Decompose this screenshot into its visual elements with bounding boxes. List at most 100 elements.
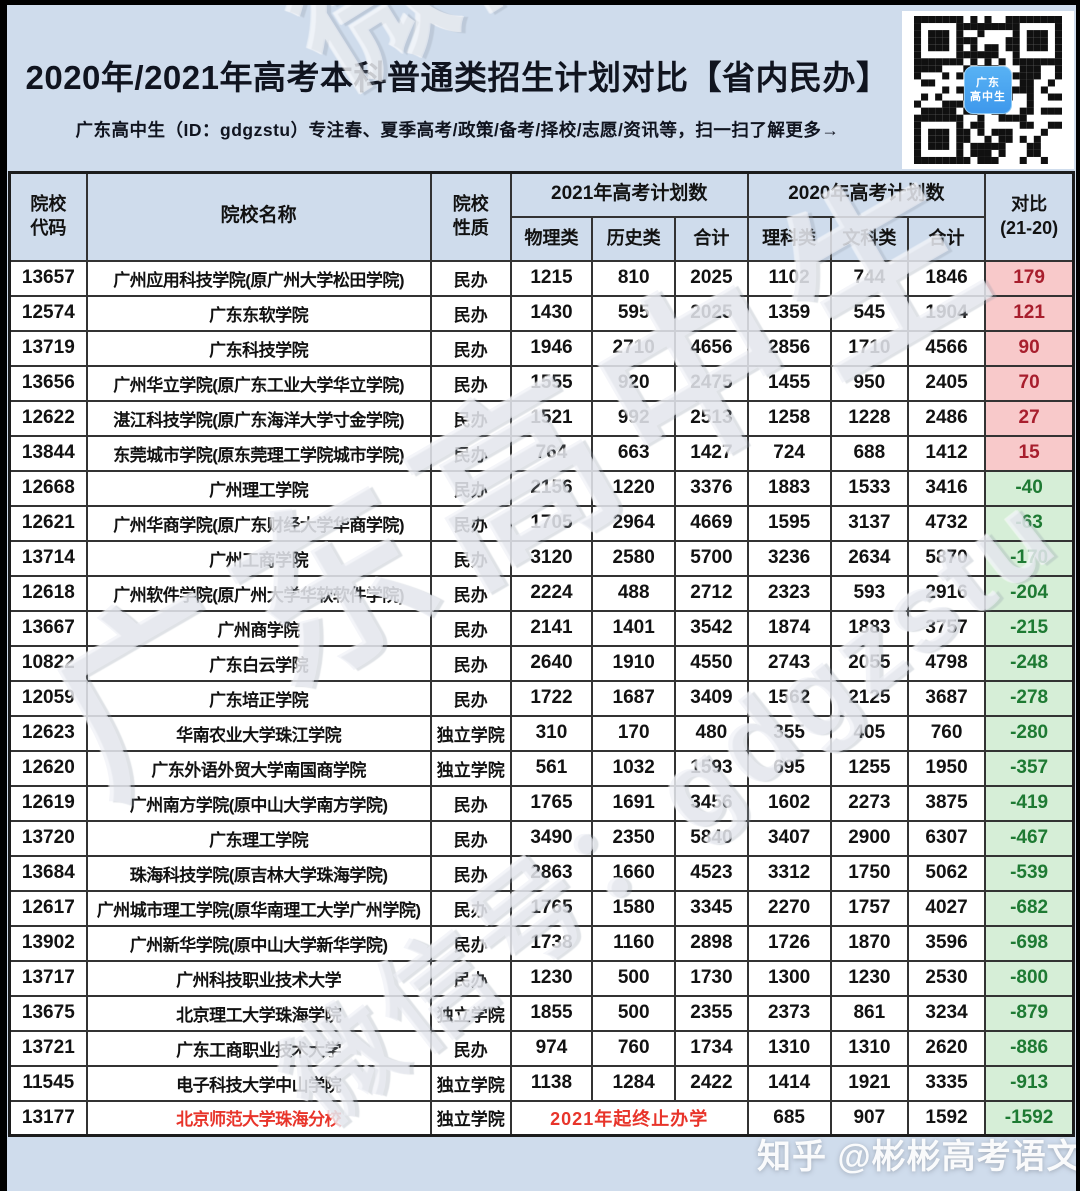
table-row: 12618 广州软件学院(原广州大学华软软件学院) 民办 2224 488 2712 232…	[8, 574, 1075, 612]
plan-2021-value-cell: 2224	[509, 574, 594, 612]
diff-value-cell: -278	[984, 679, 1075, 717]
qr-logo-line2: 高中生	[970, 91, 1006, 103]
college-code-cell: 13667	[8, 609, 88, 647]
plan-2021-value-cell: 2712	[674, 574, 749, 612]
plan-2020-value-cell: 744	[829, 259, 909, 297]
plan-2020-value-cell: 3234	[906, 994, 987, 1032]
college-name-cell: 广州应用科技学院(原广州大学松田学院)	[85, 259, 432, 297]
diff-value-cell: -467	[984, 819, 1075, 857]
plan-2020-value-cell: 1255	[829, 749, 909, 787]
table-row: 13844 东莞城市学院(原东莞理工学院城市学院) 民办 764 663 1427 724 6…	[8, 434, 1075, 472]
college-code-cell: 13656	[8, 364, 88, 402]
plan-2020-value-cell: 2405	[906, 364, 987, 402]
college-code-cell: 12617	[8, 889, 88, 927]
plan-2020-value-cell: 2900	[829, 819, 909, 857]
plan-2021-value-cell: 595	[591, 294, 677, 332]
plan-2020-value-cell: 1300	[746, 959, 832, 997]
plan-2021-value-cell: 2141	[509, 609, 594, 647]
college-nature-cell: 独立学院	[429, 1064, 512, 1102]
plan-2021-value-cell: 170	[591, 714, 677, 752]
title-block: 2020年/2021年高考本科普通类招生计划对比【省内民办】 广东高中生（ID：…	[13, 9, 902, 171]
plan-2020-value-cell: 1883	[829, 609, 909, 647]
plan-2020-value-cell: 4732	[906, 504, 987, 542]
plan-2021-value-cell: 310	[509, 714, 594, 752]
plan-2021-value-cell: 1521	[509, 399, 594, 437]
college-code-cell: 12621	[8, 504, 88, 542]
diff-value-cell: -886	[984, 1029, 1075, 1067]
college-nature-cell: 民办	[429, 679, 512, 717]
plan-2021-value-cell: 2580	[591, 539, 677, 577]
table-row: 12668 广州理工学院 民办 2156 1220 3376 1883 1533 3416 -40	[8, 469, 1075, 507]
plan-2021-value-cell: 5700	[674, 539, 749, 577]
header-physics: 物理类	[509, 215, 594, 262]
college-code-cell: 10822	[8, 644, 88, 682]
plan-2020-value-cell: 2323	[746, 574, 832, 612]
college-name-cell: 广东白云学院	[85, 644, 432, 682]
plan-2020-value-cell: 1595	[746, 504, 832, 542]
college-nature-cell: 民办	[429, 259, 512, 297]
header-banner: 2020年/2021年高考本科普通类招生计划对比【省内民办】 广东高中生（ID：…	[7, 5, 1076, 171]
plan-2020-value-cell: 1883	[746, 469, 832, 507]
diff-value-cell: 15	[984, 434, 1075, 472]
college-name-cell: 北京师范大学珠海分校	[85, 1099, 432, 1137]
college-nature-cell: 民办	[429, 784, 512, 822]
plan-2021-value-cell: 2350	[591, 819, 677, 857]
plan-2021-value-cell: 2422	[674, 1064, 749, 1102]
plan-2021-value-cell: 1160	[591, 924, 677, 962]
table-row: 12620 广东外语外贸大学南国商学院 独立学院 561 1032 1593 695 1255…	[8, 749, 1075, 787]
college-name-cell: 广州工商学院	[85, 539, 432, 577]
college-name-cell: 华南农业大学珠江学院	[85, 714, 432, 752]
plan-2021-value-cell: 2898	[674, 924, 749, 962]
college-name-cell: 广东东软学院	[85, 294, 432, 332]
plan-2020-value-cell: 4027	[906, 889, 987, 927]
plan-2021-value-cell: 3542	[674, 609, 749, 647]
diff-value-cell: -248	[984, 644, 1075, 682]
plan-2020-value-cell: 1602	[746, 784, 832, 822]
college-name-cell: 北京理工大学珠海学院	[85, 994, 432, 1032]
plan-2021-value-cell: 1555	[509, 364, 594, 402]
plan-2020-value-cell: 1950	[906, 749, 987, 787]
plan-2021-value-cell: 1220	[591, 469, 677, 507]
table-row: 13667 广州商学院 民办 2141 1401 3542 1874 1883 3757 -215	[8, 609, 1075, 647]
plan-2020-value-cell: 5062	[906, 854, 987, 892]
plan-2020-value-cell: 1228	[829, 399, 909, 437]
plan-2021-value-cell: 1230	[509, 959, 594, 997]
diff-value-cell: -280	[984, 714, 1075, 752]
plan-2021-value-cell: 1660	[591, 854, 677, 892]
plan-2020-value-cell: 2273	[829, 784, 909, 822]
termination-note-cell: 2021年起终止办学	[509, 1099, 749, 1137]
college-name-cell: 广州理工学院	[85, 469, 432, 507]
college-code-cell: 13684	[8, 854, 88, 892]
college-nature-cell: 民办	[429, 924, 512, 962]
plan-2021-value-cell: 2355	[674, 994, 749, 1032]
table-body: 13657 广州应用科技学院(原广州大学松田学院) 民办 1215 810 2025 110…	[8, 259, 1075, 1137]
plan-2020-value-cell: 1310	[829, 1029, 909, 1067]
college-nature-cell: 民办	[429, 644, 512, 682]
plan-2021-value-cell: 2475	[674, 364, 749, 402]
college-nature-cell: 民办	[429, 959, 512, 997]
plan-2020-value-cell: 1412	[906, 434, 987, 472]
table-row: 13720 广东理工学院 民办 3490 2350 5840 3407 2900 6307 -46…	[8, 819, 1075, 857]
college-name-cell: 电子科技大学中山学院	[85, 1064, 432, 1102]
plan-2021-value-cell: 1734	[674, 1029, 749, 1067]
plan-2021-value-cell: 1855	[509, 994, 594, 1032]
plan-2020-value-cell: 695	[746, 749, 832, 787]
page-title: 2020年/2021年高考本科普通类招生计划对比【省内民办】	[25, 59, 890, 96]
plan-2020-value-cell: 355	[746, 714, 832, 752]
diff-value-cell: 121	[984, 294, 1075, 332]
plan-2021-value-cell: 500	[591, 959, 677, 997]
plan-2021-value-cell: 1215	[509, 259, 594, 297]
plan-2021-value-cell: 1730	[674, 959, 749, 997]
diff-value-cell: 90	[984, 329, 1075, 367]
page-subtitle: 广东高中生（ID：gdgzstu）专注春、夏季高考/政策/备考/择校/志愿/资讯…	[75, 120, 840, 140]
plan-2020-value-cell: 3407	[746, 819, 832, 857]
college-nature-cell: 民办	[429, 399, 512, 437]
table-row: 12059 广东培正学院 民办 1722 1687 3409 1562 2125 3687 -27…	[8, 679, 1075, 717]
diff-value-cell: -913	[984, 1064, 1075, 1102]
table-row: 13656 广州华立学院(原广东工业大学华立学院) 民办 1555 920 2475 145…	[8, 364, 1075, 402]
table-row: 11545 电子科技大学中山学院 独立学院 1138 1284 2422 1414 1921 3…	[8, 1064, 1075, 1102]
college-code-cell: 12668	[8, 469, 88, 507]
plan-2021-value-cell: 1430	[509, 294, 594, 332]
college-nature-cell: 民办	[429, 854, 512, 892]
college-code-cell: 13719	[8, 329, 88, 367]
